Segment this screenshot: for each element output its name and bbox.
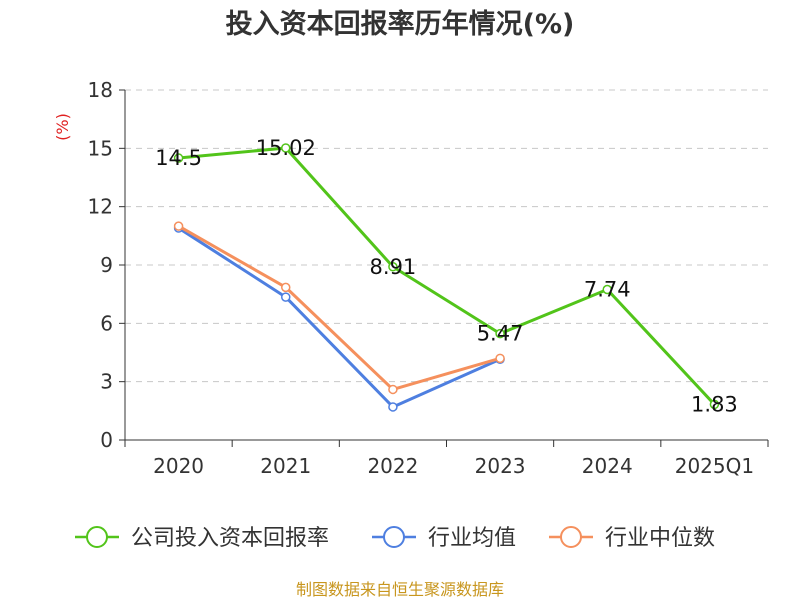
axes: 0 3 6 9 12 15 18 2020 2021 2022 2023 2024 2025Q1 <box>88 78 769 478</box>
x-tick-label: 2020 <box>153 454 204 478</box>
y-tick-label: 15 <box>88 136 113 160</box>
legend-marker <box>560 526 582 548</box>
data-point <box>388 384 398 395</box>
data-point <box>495 353 505 364</box>
y-tick-label: 9 <box>100 253 113 277</box>
data-point <box>281 282 291 293</box>
data-point <box>281 292 291 302</box>
data-label: 1.83 <box>691 392 738 416</box>
data-point <box>281 143 291 153</box>
data-label: 5.47 <box>477 322 524 346</box>
y-tick-label: 0 <box>100 428 113 452</box>
legend-label: 行业均值 <box>428 526 516 551</box>
series-line <box>178 146 716 406</box>
data-point <box>602 284 612 295</box>
y-tick-label: 6 <box>100 311 113 335</box>
x-tick-label: 2025Q1 <box>675 454 754 478</box>
chart-title: 投入资本回报率历年情况(%) <box>226 8 575 40</box>
data-point <box>173 153 184 163</box>
legend: 公司投入资本回报率 行业均值 行业中位数 <box>75 526 715 551</box>
legend-marker <box>86 526 108 548</box>
x-tick-label: 2024 <box>582 454 633 478</box>
data-labels: 14.5 15.02 8.91 5.47 7.74 1.83 <box>155 136 738 416</box>
legend-label: 行业中位数 <box>605 526 715 551</box>
x-tick-label: 2021 <box>260 454 311 478</box>
data-label: 8.91 <box>370 255 417 279</box>
y-tick-label: 12 <box>88 195 113 219</box>
data-label: 15.02 <box>256 136 316 160</box>
y-tick-label: 3 <box>100 370 113 394</box>
source-note: 制图数据来自恒生聚源数据库 <box>296 580 504 599</box>
x-tick-label: 2023 <box>475 454 526 478</box>
data-point <box>709 399 720 410</box>
data-point <box>388 402 398 412</box>
series <box>173 143 720 412</box>
data-point <box>388 262 398 272</box>
data-point <box>173 221 184 231</box>
legend-label: 公司投入资本回报率 <box>131 526 329 551</box>
data-label: 7.74 <box>584 278 631 302</box>
data-point <box>495 328 505 339</box>
series-line <box>177 226 501 409</box>
legend-marker <box>383 526 405 548</box>
x-tick-label: 2022 <box>367 454 418 478</box>
series-line <box>177 224 501 391</box>
y-axis-label: (%) <box>53 113 72 141</box>
data-label: 14.5 <box>155 146 202 170</box>
grid <box>125 89 768 383</box>
y-tick-label: 18 <box>88 78 113 102</box>
